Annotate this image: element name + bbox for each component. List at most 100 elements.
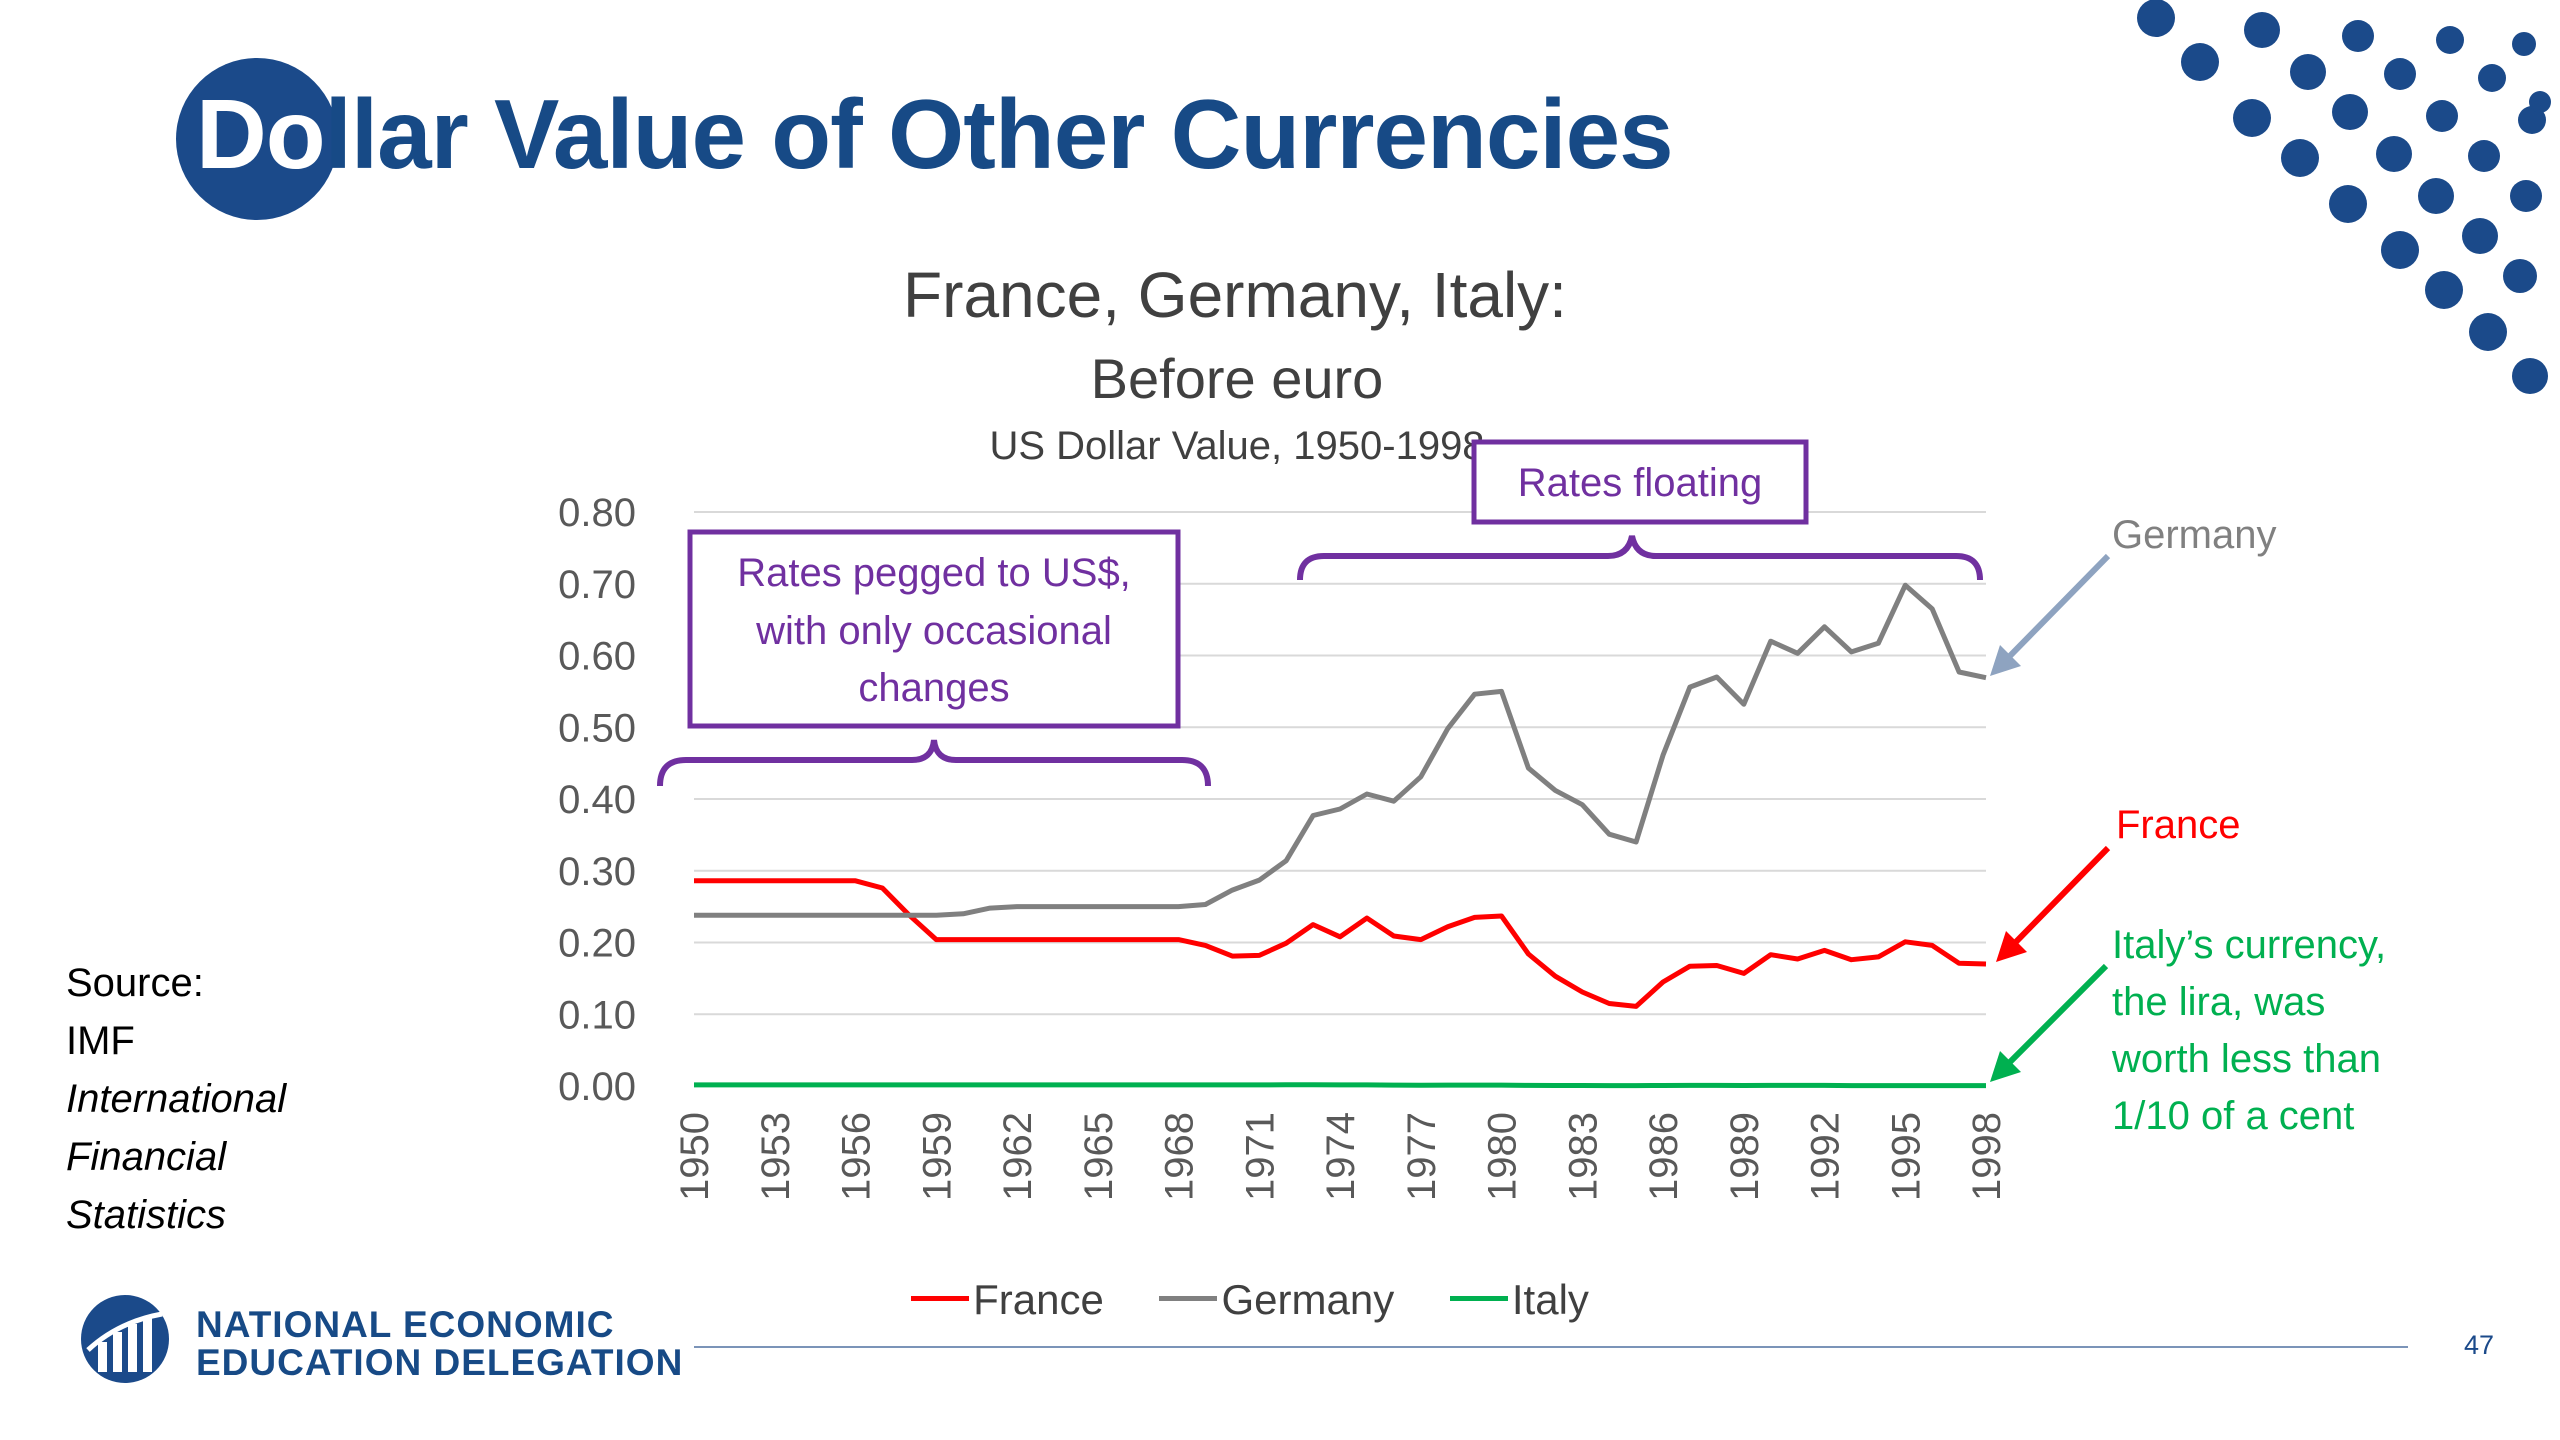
legend-item-italy: Italy: [1449, 1276, 1589, 1324]
x-tick-label: 1965: [1077, 1112, 1121, 1201]
decorative-dot: [2384, 58, 2416, 90]
decorative-dot: [2512, 32, 2536, 56]
x-tick-label: 1986: [1642, 1112, 1686, 1201]
italy-callout-line-1: Italy’s currency,: [2112, 923, 2386, 967]
footer-divider: [694, 1346, 2408, 1348]
floating-annotation-label: Rates floating: [1518, 461, 1763, 505]
legend-item-germany: Germany: [1159, 1276, 1394, 1324]
x-tick-label: 1989: [1723, 1112, 1767, 1201]
decorative-dot: [2244, 12, 2280, 48]
decorative-dot: [2181, 43, 2219, 81]
x-tick-label: 1983: [1561, 1112, 1605, 1201]
decorative-dot: [2510, 180, 2542, 212]
decorative-dot: [2332, 94, 2368, 130]
decorative-dot: [2468, 140, 2500, 172]
chart-series: [694, 582, 1987, 1089]
legend-label-germany: Germany: [1221, 1276, 1395, 1323]
x-tick-label: 1998: [1965, 1112, 2009, 1201]
germany-arrowhead: [1990, 645, 2021, 676]
legend-swatch-france: [911, 1296, 970, 1302]
floating-annotation-box: [1471, 439, 1809, 525]
x-tick-label: 1959: [915, 1112, 959, 1201]
source-note: Source: IMF International Financial Stat…: [66, 954, 286, 1244]
decorative-dot: [2290, 54, 2326, 90]
italy-callout: Italy’s currency, the lira, was worth le…: [2111, 923, 2386, 1138]
x-tick-label: 1971: [1238, 1112, 1282, 1201]
france-arrowhead: [1996, 931, 2027, 962]
chart-legend: France Germany Italy: [0, 1276, 2500, 1324]
title-circle-shape: [176, 58, 338, 220]
x-tick-label: 1968: [1158, 1112, 1202, 1201]
legend-label-france: France: [973, 1276, 1104, 1323]
germany-callout-label: Germany: [2112, 513, 2277, 557]
decorative-dot-pattern: [2137, 0, 2551, 394]
x-tick-label: 1962: [996, 1112, 1040, 1201]
slide-title: Dollar Value of Other Currencies: [196, 78, 1674, 191]
source-org: IMF: [66, 1019, 135, 1063]
source-publication-line-1: International: [66, 1077, 287, 1121]
france-callout-label: France: [2116, 803, 2241, 847]
y-tick-label: 0.70: [558, 563, 636, 607]
decorative-dot: [2478, 64, 2506, 92]
italy-callout-line-3: worth less than: [2111, 1037, 2381, 1081]
slide-title-first: Do: [196, 79, 326, 189]
france-callout-arrow: [2005, 845, 2111, 953]
decorative-dot: [2426, 100, 2458, 132]
logo-wordmark: NATIONAL ECONOMIC EDUCATION DELEGATION: [196, 1306, 683, 1382]
y-axis-tick-labels: 0.80 0.70 0.60 0.50 0.40 0.30 0.20 0.10 0.00: [558, 491, 636, 1109]
y-tick-label: 0.30: [558, 850, 636, 894]
y-tick-label: 0.10: [558, 993, 636, 1037]
germany-callout-arrow: [1999, 553, 2111, 667]
decorative-dot: [2137, 0, 2175, 37]
y-tick-label: 0.00: [558, 1065, 636, 1109]
page-number: 47: [2464, 1330, 2495, 1360]
series-line-italy: [694, 1082, 1986, 1089]
logo-mark-icon: [78, 1292, 172, 1386]
legend-label-italy: Italy: [1511, 1276, 1589, 1323]
decorative-dot: [2329, 185, 2367, 223]
chart-title: France, Germany, Italy:: [903, 259, 1567, 331]
x-axis-tick-labels: 1950 1953 1956 1959 1962 1965 1968 1971 1974 1977…: [673, 1112, 2009, 1201]
y-tick-label: 0.50: [558, 706, 636, 750]
decorative-dot: [2436, 26, 2464, 54]
series-line-germany: [694, 582, 1987, 918]
x-tick-label: 1995: [1884, 1112, 1928, 1201]
decorative-dot: [2529, 91, 2551, 113]
legend-item-france: France: [911, 1276, 1104, 1324]
source-label: Source:: [66, 961, 204, 1005]
y-tick-label: 0.80: [558, 491, 636, 535]
x-tick-label: 1950: [673, 1112, 717, 1201]
x-tick-label: 1953: [754, 1112, 798, 1201]
decorative-dot: [2518, 106, 2546, 134]
source-publication-line-3: Statistics: [66, 1193, 227, 1237]
source-publication-line-2: Financial: [66, 1135, 227, 1179]
decorative-dot: [2233, 99, 2271, 137]
decorative-dot: [2512, 358, 2548, 394]
slide-title-rest: llar Value of Other Currencies: [324, 79, 1674, 189]
decorative-dot: [2462, 218, 2498, 254]
decorative-dot: [2381, 231, 2419, 269]
series-line-france: [694, 878, 1987, 1009]
pegged-annotation-line-2: with only occasional: [755, 609, 1112, 653]
decorative-dot: [2342, 20, 2374, 52]
y-tick-label: 0.40: [558, 778, 636, 822]
logo-line-1: NATIONAL ECONOMIC: [196, 1304, 615, 1345]
decorative-dot: [2281, 139, 2319, 177]
pegged-annotation-line-1: Rates pegged to US$,: [737, 551, 1131, 595]
y-tick-label: 0.20: [558, 922, 636, 966]
italy-callout-line-4: 1/10 of a cent: [2112, 1094, 2354, 1138]
y-tick-label: 0.60: [558, 635, 636, 679]
x-tick-label: 1992: [1804, 1112, 1848, 1201]
chart-subtitle-2: US Dollar Value, 1950-1998: [989, 424, 1485, 468]
italy-arrowhead: [1990, 1051, 2021, 1082]
x-tick-label: 1974: [1319, 1112, 1363, 1201]
pegged-annotation-line-3: changes: [858, 666, 1009, 710]
floating-brace: [1297, 535, 1983, 581]
chart-subtitle: Before euro: [1090, 347, 1384, 410]
italy-callout-line-2: the lira, was: [2112, 980, 2325, 1024]
chart-gridlines: [694, 511, 1986, 1016]
floating-annotation: Rates floating: [1297, 439, 1983, 581]
x-tick-label: 1956: [835, 1112, 879, 1201]
